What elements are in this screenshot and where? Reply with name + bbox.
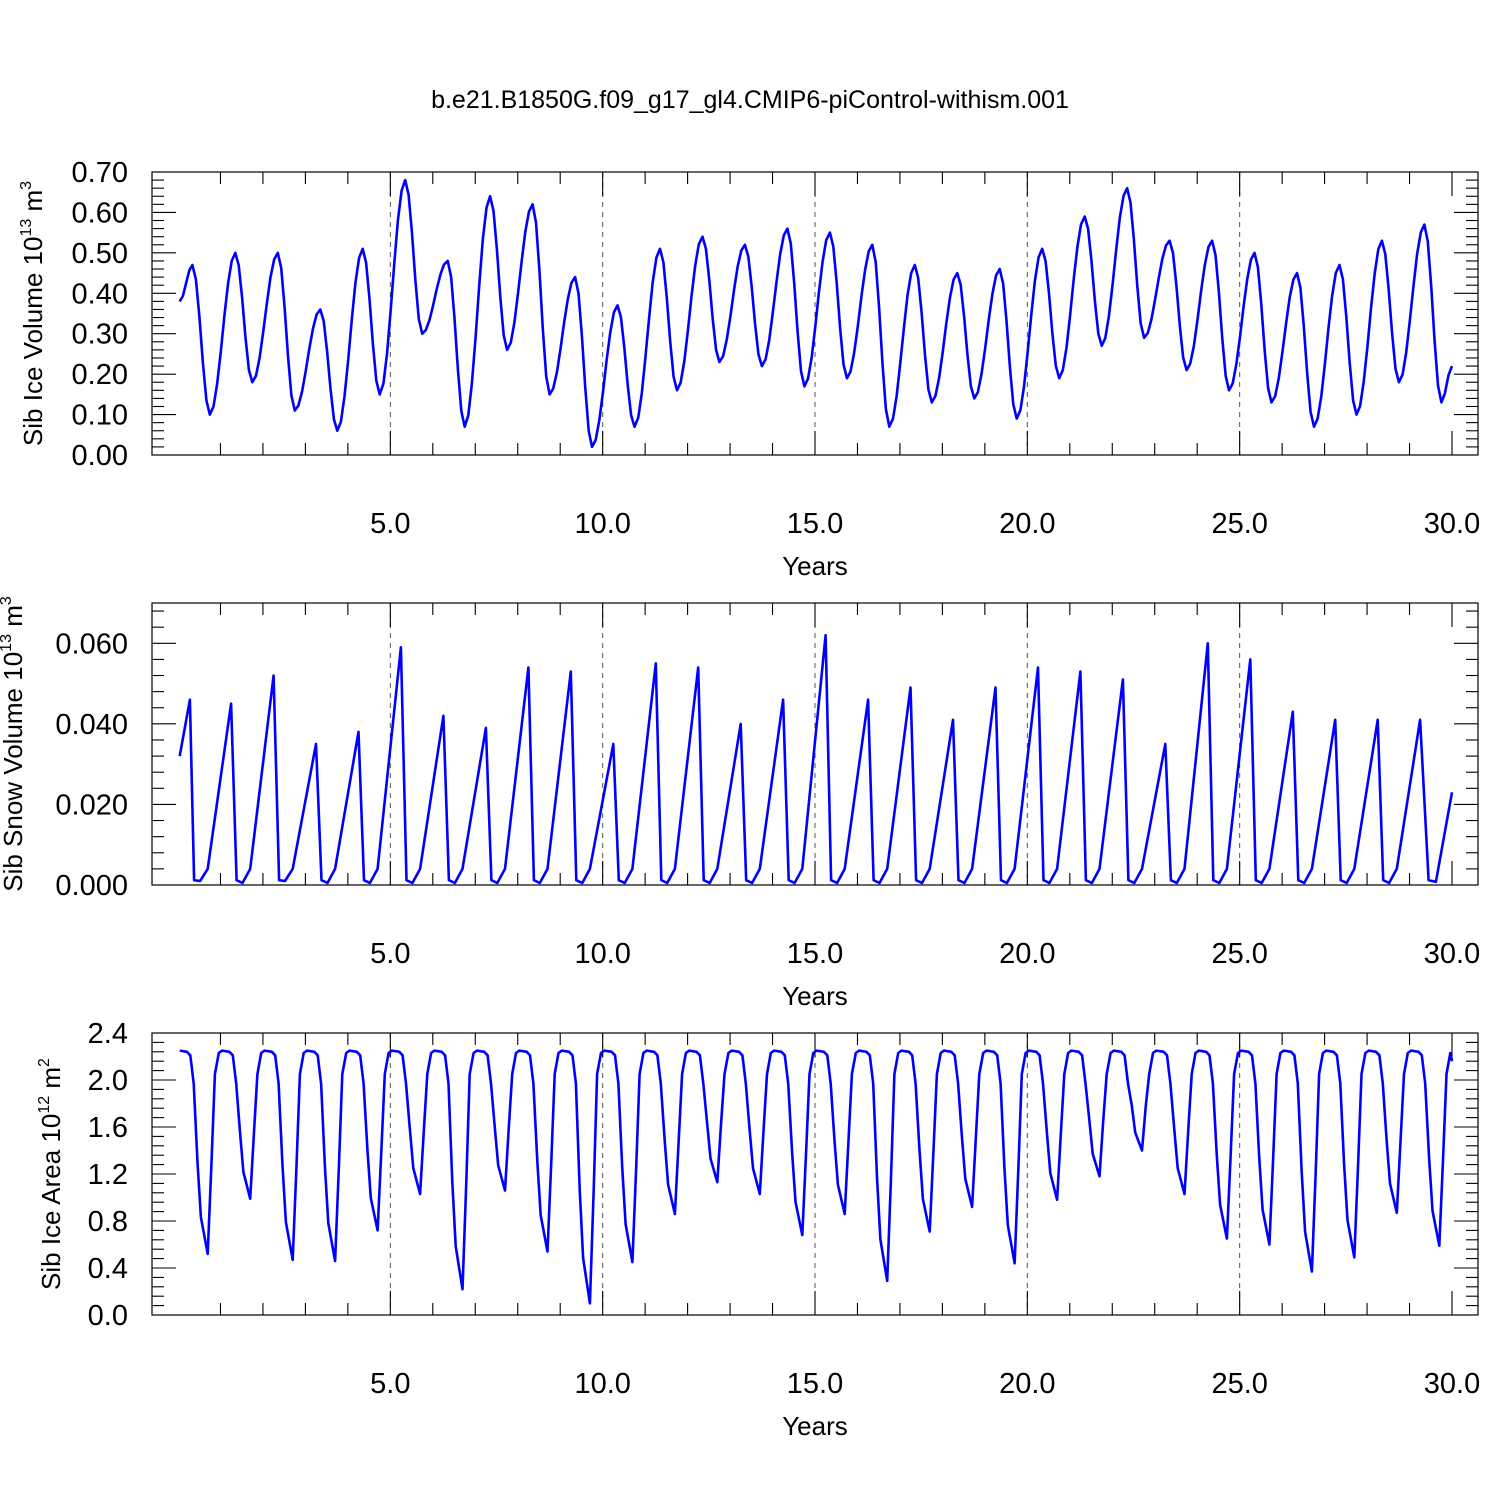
sib-ice-volume-xtick-label: 25.0 [1211, 508, 1267, 540]
panel-sib-snow-volume: 0.000 0.020 0.040 0.060 5.0 10.0 15.0 20.0 25.0 3… [0, 596, 1480, 1011]
sib-ice-area-ytick-label: 1.2 [88, 1159, 128, 1191]
sib-ice-area-ylabel: Sib Ice Area 1012 m2 [36, 1058, 66, 1290]
sib-ice-volume-xtick-label: 15.0 [787, 508, 843, 540]
sib-snow-volume-xtick-label: 15.0 [787, 938, 843, 970]
sib-ice-area-xtick-label: 30.0 [1424, 1368, 1480, 1400]
sib-snow-volume-ylabel: Sib Snow Volume 1013 m3 [0, 596, 28, 892]
sib-snow-volume-ytick-label: 0.000 [55, 870, 128, 902]
sib-ice-area-xtick-label: 5.0 [370, 1368, 410, 1400]
sib-ice-area-ytick-label: 0.0 [88, 1300, 128, 1332]
figure-title: b.e21.B1850G.f09_g17_gl4.CMIP6-piControl… [431, 86, 1069, 114]
sib-ice-volume-xtick-label: 10.0 [574, 508, 630, 540]
sib-ice-area-series-line [179, 1049, 1454, 1305]
sib-ice-area-ytick-label: 2.0 [88, 1065, 128, 1097]
sib-ice-volume-ytick-label: 0.20 [72, 359, 128, 391]
sib-ice-volume-ytick-label: 0.30 [72, 319, 128, 351]
sib-ice-volume-series-line [178, 178, 1454, 449]
sib-snow-volume-xtick-label: 5.0 [370, 938, 410, 970]
sib-ice-area-xtick-label: 10.0 [574, 1368, 630, 1400]
sib-snow-volume-xtick-label: 10.0 [574, 938, 630, 970]
sib-ice-area-ytick-label: 1.6 [88, 1112, 128, 1144]
sib-snow-volume-ytick-label: 0.040 [55, 709, 128, 741]
panel-sib-ice-area: 0.0 0.4 0.8 1.2 1.6 2.0 2.4 5.0 10.0 15.0 20.0 25.0… [36, 1018, 1480, 1441]
sib-ice-area-xlabel: Years [782, 1411, 848, 1441]
sib-ice-volume-ytick-label: 0.60 [72, 197, 128, 229]
sib-ice-volume-xlabel: Years [782, 551, 848, 581]
sib-ice-volume-xtick-label: 5.0 [370, 508, 410, 540]
sib-ice-area-ytick-label: 2.4 [88, 1018, 128, 1050]
sib-ice-area-ytick-label: 0.8 [88, 1206, 128, 1238]
sib-ice-area-xtick-label: 20.0 [999, 1368, 1055, 1400]
sib-ice-volume-xtick-label: 20.0 [999, 508, 1055, 540]
sib-snow-volume-xlabel: Years [782, 981, 848, 1011]
sib-snow-volume-xtick-label: 20.0 [999, 938, 1055, 970]
sib-ice-volume-xtick-label: 30.0 [1424, 508, 1480, 540]
sib-ice-area-ytick-label: 0.4 [88, 1253, 128, 1285]
sib-ice-volume-ytick-label: 0.70 [72, 157, 128, 189]
sib-ice-volume-ytick-label: 0.10 [72, 400, 128, 432]
sib-ice-area-xtick-label: 25.0 [1211, 1368, 1267, 1400]
sib-ice-volume-ytick-label: 0.00 [72, 440, 128, 472]
sib-ice-area-xtick-label: 15.0 [787, 1368, 843, 1400]
sib-snow-volume-ytick-label: 0.020 [55, 789, 128, 821]
sib-ice-volume-ytick-label: 0.50 [72, 238, 128, 270]
panel-sib-ice-volume: 0.00 0.10 0.20 0.30 0.40 0.50 0.60 0.70 5.0 10.0 1… [18, 157, 1480, 581]
sib-snow-volume-xtick-label: 25.0 [1211, 938, 1267, 970]
sib-snow-volume-ytick-label: 0.060 [55, 628, 128, 660]
sib-snow-volume-series-line [178, 633, 1454, 885]
sib-snow-volume-xtick-label: 30.0 [1424, 938, 1480, 970]
sib-ice-volume-ytick-label: 0.40 [72, 278, 128, 310]
sib-ice-volume-ylabel: Sib Ice Volume 1013 m3 [18, 181, 48, 446]
